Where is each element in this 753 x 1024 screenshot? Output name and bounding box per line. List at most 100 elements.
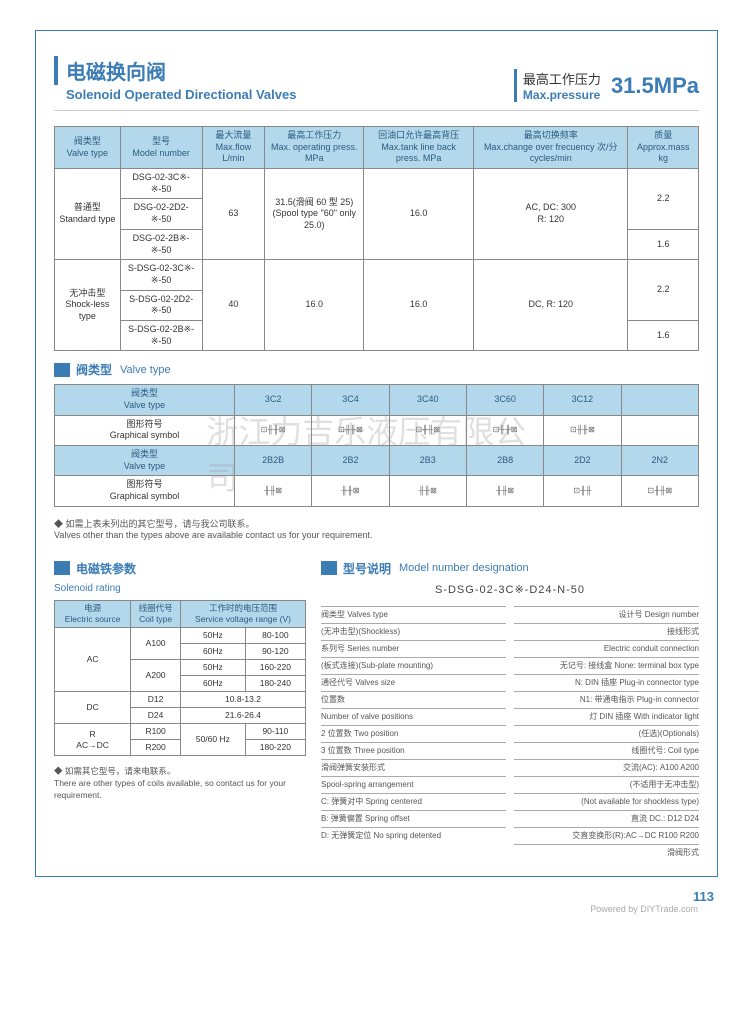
note2: ◆ 如需其它型号，请来电联系。 There are other types of… [54,766,306,802]
model-right-col: 设计号 Design number接线形式Electric conduit co… [514,606,699,861]
cell: DSG-02-2D2-※-50 [120,199,202,229]
maxp-value: 31.5MPa [611,73,699,99]
symbol: ╫╫⊠ [466,476,543,506]
cell: 无冲击型Shock-less type [55,260,121,351]
symbol: ⊡╫╫⊠ [621,476,698,506]
cell: 90-110 [245,724,305,740]
th: 质量Approx.mass kg [628,127,699,169]
cell: 160-220 [245,660,305,676]
model-line: N: DIN 插座 Plug-in connector type [514,674,699,689]
cell: 2B2B [234,446,311,476]
cell: 63 [202,169,265,260]
model-diagram: 阀类型 Valves type(无冲击型)(Shockless)系列号 Seri… [321,606,699,861]
section-bar-icon [54,363,70,377]
cell: 180-240 [245,676,305,692]
cell: 1.6 [628,229,699,259]
section-en: Model number designation [399,562,529,574]
cell: 16.0 [265,260,364,351]
symbol: ⊡╫╫⊠ [544,415,621,445]
model-line: 滑阀形式 [514,844,699,859]
note1-cn: ◆ 如需上表未列出的其它型号，请与我公司联系。 [54,517,699,530]
model-line: 直流 DC.: D12 D24 [514,810,699,825]
cell: 21.6-26.4 [181,708,306,724]
note2-cn: ◆ 如需其它型号，请来电联系。 [54,766,306,778]
section-en: Valve type [120,364,171,376]
cell: DSG-02-2B※-※-50 [120,229,202,259]
model-line: D: 无弹簧定位 No spring detented [321,827,506,842]
cell: 3C60 [466,385,543,415]
cell: R AC→DC [55,724,131,756]
cell: 图形符号Graphical symbol [55,476,235,506]
model-line: 无记号: 接线盒 None: terminal box type [514,657,699,672]
cell: S-DSG-02-3C※-※-50 [120,260,202,290]
cell: 2B2 [312,446,389,476]
section-cn: 电磁铁参数 [76,560,136,577]
cell: 普通型Standard type [55,169,121,260]
section-cn: 阀类型 [76,361,112,378]
model-line: B: 弹簧偏置 Spring offset [321,810,506,825]
cell: 阀类型Valve type [55,385,235,415]
model-line: 灯 DIN 插座 With indicator light [514,708,699,723]
cell: 2B3 [389,446,466,476]
powered-by: Powered by DIYTrade.com [35,904,718,914]
cell [621,385,698,415]
model-line: 线圈代号: Coil type [514,742,699,757]
model-line: Electric conduit connection [514,640,699,655]
cell: A200 [131,660,181,692]
model-code: S-DSG-02-3C※-D24-N-50 [321,583,699,596]
th: 最高工作压力Max. operating press. MPa [265,127,364,169]
cell: 2B8 [466,446,543,476]
model-line: (无冲击型)(Shockless) [321,623,506,638]
symbol: ⊡╫╫⊠ [312,415,389,445]
section-model: 型号说明 Model number designation [321,560,699,577]
symbol: ⊡╫╫⊠ [466,415,543,445]
cell: AC [55,627,131,691]
note2-en: There are other types of coils available… [54,778,306,802]
page-container: 浙江力吉乐液压有限公司 电磁换向阀 Solenoid Operated Dire… [35,30,718,877]
cell: 16.0 [364,260,474,351]
cell: 3C4 [312,385,389,415]
th: 电源Electric source [55,600,131,627]
cell: AC, DC: 300 R: 120 [474,169,628,260]
cell: 3C2 [234,385,311,415]
cell: 16.0 [364,169,474,260]
symbol: ⊡╫╫⊠ [234,415,311,445]
cell: 50Hz [181,660,246,676]
model-line: 滑阀弹簧安装形式 [321,759,506,774]
model-line: 系列号 Series number [321,640,506,655]
section-rating: 电磁铁参数 [54,560,306,577]
model-line: 通径代号 Valves size [321,674,506,689]
cell: DC, R: 120 [474,260,628,351]
cell: 40 [202,260,265,351]
model-left-col: 阀类型 Valves type(无冲击型)(Shockless)系列号 Seri… [321,606,506,861]
th: 回油口允许最高背压Max.tank line back press. MPa [364,127,474,169]
model-line: (任选)(Optionals) [514,725,699,740]
model-section: 型号说明 Model number designation S-DSG-02-3… [321,552,699,861]
symbol: ⊡╫╫ [544,476,621,506]
cell: S-DSG-02-2B※-※-50 [120,320,202,350]
cell: 图形符号Graphical symbol [55,415,235,445]
cell: D12 [131,692,181,708]
symbol: ╫╫⊠ [234,476,311,506]
section-cn: 型号说明 [343,560,391,577]
maxp-cn: 最高工作压力 [523,69,601,88]
model-line: 位置数 [321,691,506,706]
cell: 阀类型Valve type [55,446,235,476]
model-line: 交流(AC): A100 A200 [514,759,699,774]
title-en: Solenoid Operated Directional Valves [54,87,296,102]
th: 阀类型Valve type [55,127,121,169]
maxp-label: 最高工作压力 Max.pressure [514,69,601,102]
header-left: 电磁换向阀 Solenoid Operated Directional Valv… [54,56,296,102]
cell: 3C12 [544,385,621,415]
symbol [621,415,698,445]
cell: A100 [131,627,181,659]
cell: 31.5(滑阀 60 型 25) (Spool type "60" only 2… [265,169,364,260]
th: 最大流量Max.flow L/min [202,127,265,169]
model-line: 交直变换形(R):AC→DC R100 R200 [514,827,699,842]
header-right: 最高工作压力 Max.pressure 31.5MPa [514,69,699,102]
symbol: ╫╫⊠ [312,476,389,506]
cell: R100 [131,724,181,740]
header: 电磁换向阀 Solenoid Operated Directional Valv… [54,56,699,111]
section-bar-icon [54,561,70,575]
cell: 50Hz [181,627,246,643]
